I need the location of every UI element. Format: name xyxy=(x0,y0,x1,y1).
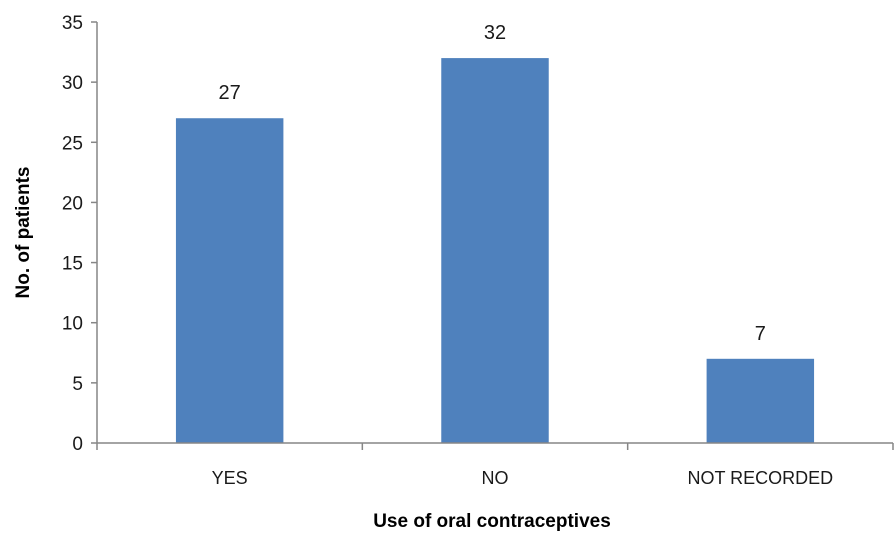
x-axis-ticks xyxy=(96,443,894,450)
bar xyxy=(706,358,815,443)
data-labels: 27 32 7 xyxy=(219,22,766,345)
data-label: 7 xyxy=(755,323,766,345)
x-axis-tick-labels: YES NO NOT RECORDED xyxy=(212,468,834,488)
y-tick-label: 35 xyxy=(62,13,83,34)
bars xyxy=(175,58,815,443)
y-tick-label: 25 xyxy=(62,133,83,154)
data-label: 27 xyxy=(219,82,241,104)
x-tick-label: NOT RECORDED xyxy=(687,468,833,488)
y-tick-label: 10 xyxy=(62,314,83,335)
y-axis-title: No. of patients xyxy=(13,167,34,299)
x-tick-label: YES xyxy=(212,468,248,488)
x-tick-label: NO xyxy=(482,468,509,488)
y-tick-label: 20 xyxy=(62,193,83,214)
bar xyxy=(175,118,284,443)
bar xyxy=(441,58,549,443)
y-tick-label: 5 xyxy=(72,374,83,395)
data-label: 32 xyxy=(484,22,506,44)
y-tick-label: 30 xyxy=(62,73,83,94)
y-axis-ticks: 0 5 10 15 20 25 30 35 xyxy=(62,13,97,455)
x-axis-title: Use of oral contraceptives xyxy=(373,511,611,532)
y-tick-label: 15 xyxy=(62,254,83,275)
y-tick-label: 0 xyxy=(72,434,83,455)
